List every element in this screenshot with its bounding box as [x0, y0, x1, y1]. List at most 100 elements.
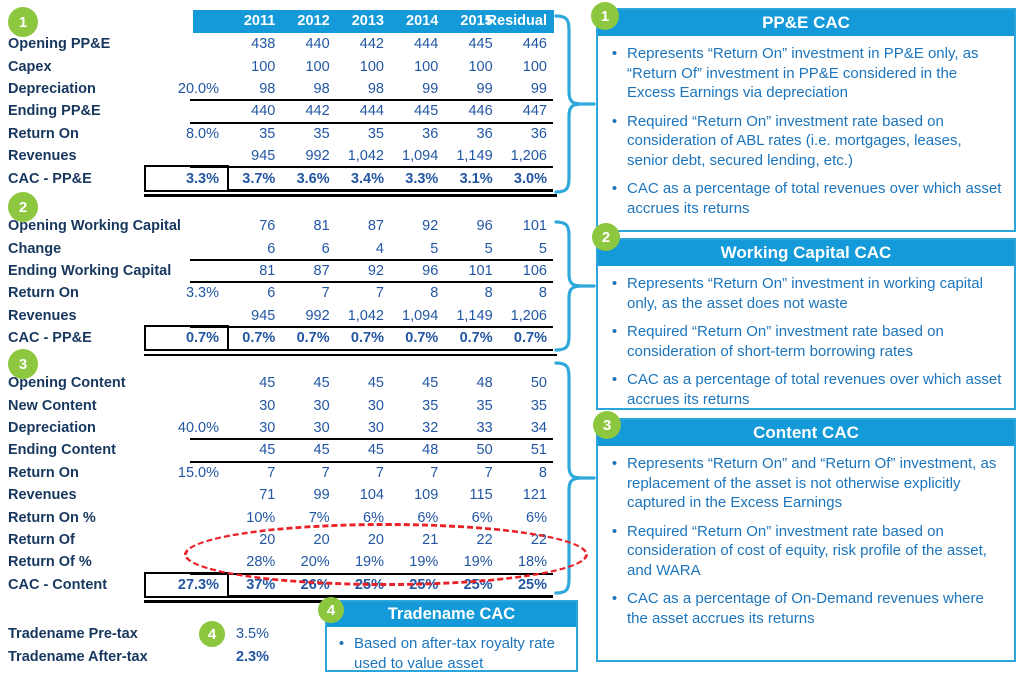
- row-value: 104: [359, 487, 384, 504]
- column-header-label: 2015: [460, 13, 493, 29]
- row-value: 30: [259, 397, 276, 414]
- row-label: Opening Working Capital: [8, 218, 181, 235]
- row-value: 6%: [471, 509, 493, 526]
- bullet-dot-icon: •: [611, 455, 618, 472]
- row-value: 45: [367, 442, 384, 459]
- row-label: Return On %: [8, 509, 96, 526]
- row-value: 992: [305, 307, 330, 324]
- cac-underline: [229, 348, 553, 352]
- row-value: 35: [367, 125, 384, 142]
- row-value: 101: [522, 218, 547, 235]
- table-header-bar: [193, 10, 554, 33]
- row-label: Change: [8, 240, 62, 257]
- row-value: 25%: [354, 576, 384, 593]
- column-header-2011: 2011: [227, 10, 281, 33]
- row-value: 1,206: [510, 148, 547, 165]
- row-value: 30: [259, 419, 276, 436]
- row-underline: [190, 99, 553, 102]
- row-value: 20: [259, 531, 276, 548]
- row-label: Return On: [8, 464, 79, 481]
- row-value: 50: [530, 375, 547, 392]
- table-row: CAC - Content 27.3% 37% 26% 25% 25% 25% 25%: [8, 571, 557, 603]
- row-label: Depreciation: [8, 419, 96, 436]
- row-value: 87: [313, 262, 330, 279]
- row-value: 37%: [246, 576, 276, 593]
- row-value: 447: [522, 103, 547, 120]
- column-header-2012: 2012: [281, 10, 335, 33]
- column-header-2014: 2014: [390, 10, 444, 33]
- row-value: 1,149: [456, 307, 493, 324]
- row-value: 8: [430, 285, 439, 302]
- callout-bullet: • CAC as a percentage of total revenues o…: [602, 179, 1006, 218]
- row-value: 30: [313, 419, 330, 436]
- row-value: 92: [422, 218, 439, 235]
- row-value: 100: [359, 58, 384, 75]
- row-value: 96: [422, 262, 439, 279]
- row-assumption: 0.7%: [185, 330, 219, 347]
- row-value: 99: [530, 80, 547, 97]
- row-label: Ending Content: [8, 442, 116, 459]
- row-value: 992: [305, 148, 330, 165]
- row-label: Return Of: [8, 531, 75, 548]
- step-badge-1: 1: [591, 2, 619, 30]
- row-value: 1,206: [510, 307, 547, 324]
- row-value: 7: [321, 464, 330, 481]
- row-value: 100: [468, 58, 493, 75]
- row-value: 20: [367, 531, 384, 548]
- row-underline: [190, 121, 553, 124]
- tradename-value: 3.5%: [235, 625, 269, 642]
- tradename-value: 2.3%: [235, 648, 269, 665]
- bullet-text: Based on after-tax royalty rate used to …: [354, 635, 555, 672]
- row-value: 106: [522, 262, 547, 279]
- row-value: 45: [313, 442, 330, 459]
- table-row: Return On 15.0% 7 7 7 7 7 8: [8, 462, 557, 484]
- row-value: 8: [538, 464, 547, 481]
- row-label: CAC - Content: [8, 576, 108, 593]
- row-assumption: 20.0%: [177, 80, 219, 97]
- row-value: 1,042: [347, 148, 384, 165]
- row-value: 7: [321, 285, 330, 302]
- row-value: 444: [414, 36, 439, 53]
- row-underline: [190, 572, 553, 575]
- row-value: 3.6%: [296, 170, 330, 187]
- row-value: 92: [367, 262, 384, 279]
- cac-underline: [229, 189, 553, 192]
- bullet-text: Required “Return On” investment rate bas…: [627, 522, 987, 579]
- row-label: Capex: [8, 58, 52, 75]
- column-header-label: 2012: [297, 13, 330, 29]
- row-assumption: 8.0%: [185, 125, 219, 142]
- row-value: 945: [251, 148, 276, 165]
- callout-bullet: • CAC as a percentage of total revenues o…: [602, 370, 1006, 408]
- row-value: 20%: [300, 554, 330, 571]
- bullet-text: CAC as a percentage of On-Demand revenue…: [627, 590, 984, 627]
- row-value: 945: [251, 307, 276, 324]
- row-underline: [190, 438, 553, 441]
- row-value: 1,042: [347, 307, 384, 324]
- step-badge-4: 4: [318, 597, 344, 623]
- row-value: 3.4%: [350, 170, 384, 187]
- bullet-dot-icon: •: [611, 45, 618, 62]
- step-badge-1: 1: [8, 7, 38, 37]
- callout-bullet: • Represents “Return On” investment in PP…: [602, 44, 1006, 103]
- callout-bullet: • Represents “Return On” investment in wo…: [602, 274, 1006, 313]
- table-row: Return Of % 28% 20% 19% 19% 19% 18%: [8, 551, 557, 575]
- row-value: 81: [313, 218, 330, 235]
- row-value: 87: [367, 218, 384, 235]
- row-value: 0.7%: [459, 330, 493, 347]
- callout-body: • Represents “Return On” investment in PP…: [598, 36, 1014, 218]
- row-value: 1,149: [456, 148, 493, 165]
- row-value: 5: [484, 240, 493, 257]
- table-row: Ending Working Capital 81 87 92 96 101 106: [8, 260, 557, 284]
- row-value: 10%: [246, 509, 276, 526]
- row-value: 8: [538, 285, 547, 302]
- callout-box-3: Content CAC • Represents “Return On” and “…: [596, 418, 1016, 662]
- column-header-label: Residual: [486, 13, 547, 29]
- table-header-row: 2011 2012 2013 2014 2015 Residual: [227, 10, 553, 33]
- row-value: 121: [522, 487, 547, 504]
- row-value: 438: [251, 36, 276, 53]
- row-value: 26%: [300, 576, 330, 593]
- cac-value-box: [144, 165, 229, 192]
- row-value: 442: [359, 36, 384, 53]
- row-value: 5: [538, 240, 547, 257]
- row-value: 35: [422, 397, 439, 414]
